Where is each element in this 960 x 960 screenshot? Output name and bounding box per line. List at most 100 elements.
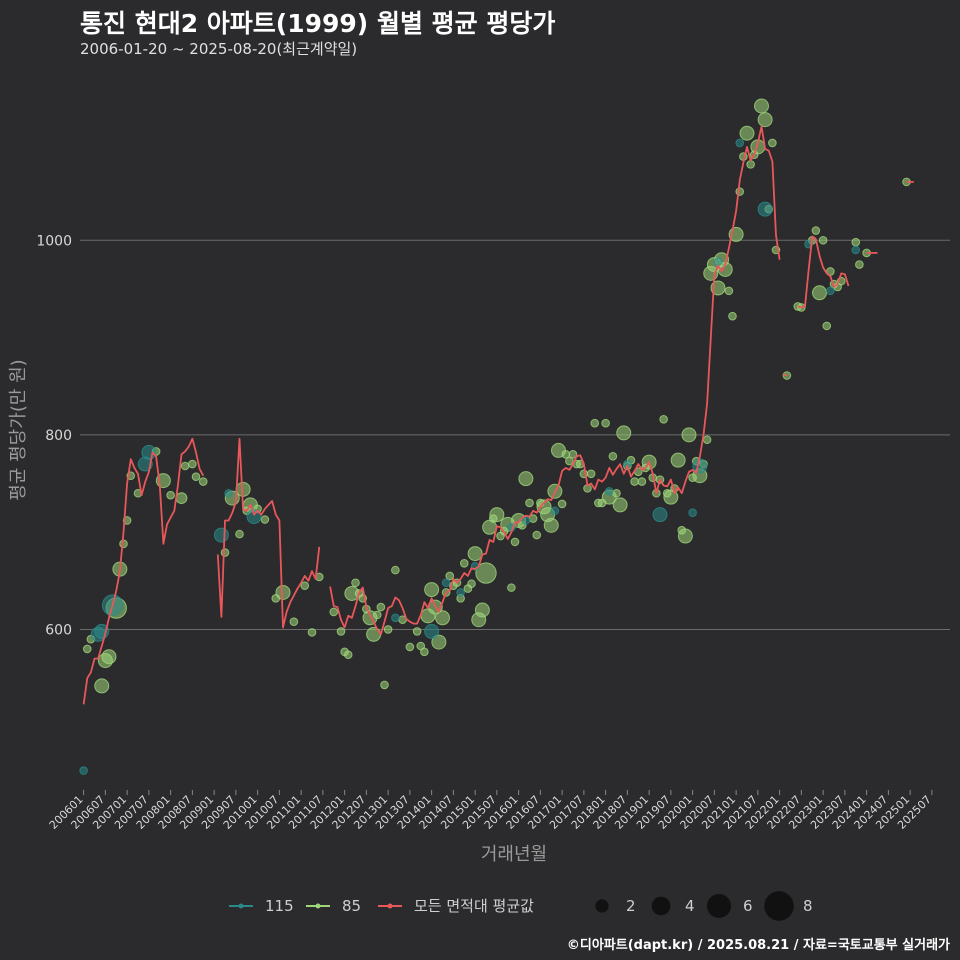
point-85 bbox=[391, 565, 400, 575]
point-115 bbox=[826, 286, 835, 296]
point-85 bbox=[724, 286, 734, 296]
point-115 bbox=[713, 257, 723, 266]
avg-line-segment bbox=[82, 437, 205, 705]
legend-size-label: 4 bbox=[685, 897, 695, 915]
point-85 bbox=[757, 112, 773, 128]
legend-size-dot bbox=[595, 899, 609, 913]
y-tick-label: 600 bbox=[45, 622, 72, 638]
point-85 bbox=[376, 602, 386, 612]
point-85 bbox=[612, 497, 628, 513]
scatter-points bbox=[79, 98, 911, 775]
point-85 bbox=[431, 634, 447, 650]
point-85 bbox=[180, 461, 190, 471]
average-line bbox=[82, 125, 914, 705]
point-85 bbox=[435, 610, 450, 626]
point-85 bbox=[380, 680, 389, 690]
point-115 bbox=[735, 138, 745, 148]
point-85 bbox=[728, 311, 737, 321]
point-115 bbox=[456, 588, 465, 597]
legend-size-dot bbox=[706, 893, 732, 919]
point-85 bbox=[300, 581, 310, 590]
legend-label-avg: 모든 면적대 평균값 bbox=[414, 897, 534, 915]
point-85 bbox=[616, 425, 632, 441]
point-85 bbox=[412, 627, 422, 636]
point-85 bbox=[739, 125, 755, 141]
point-85 bbox=[612, 488, 621, 498]
legend-label-115: 115 bbox=[265, 897, 294, 915]
point-115 bbox=[79, 766, 88, 775]
point-85 bbox=[489, 507, 505, 523]
avg-line-segment bbox=[783, 373, 788, 377]
point-85 bbox=[659, 414, 668, 424]
point-85 bbox=[768, 138, 777, 148]
point-85 bbox=[681, 427, 697, 443]
point-85 bbox=[459, 558, 469, 568]
point-85 bbox=[565, 456, 574, 466]
point-115 bbox=[441, 578, 451, 588]
point-85 bbox=[420, 647, 429, 657]
point-85 bbox=[191, 472, 201, 482]
point-85 bbox=[275, 584, 291, 600]
point-85 bbox=[532, 530, 542, 540]
point-85 bbox=[383, 625, 393, 634]
point-115 bbox=[851, 245, 861, 255]
point-85 bbox=[94, 678, 110, 694]
chart-legend: 115 85 모든 면적대 평균값 2 4 6 8 bbox=[229, 891, 813, 921]
point-85 bbox=[702, 435, 712, 445]
point-85 bbox=[670, 452, 686, 468]
point-85 bbox=[630, 477, 639, 486]
legend-dot-avg bbox=[387, 903, 393, 909]
point-85 bbox=[467, 579, 476, 589]
point-85 bbox=[543, 517, 559, 533]
point-85 bbox=[220, 548, 230, 557]
point-85 bbox=[372, 610, 382, 620]
point-85 bbox=[166, 490, 175, 500]
point-85 bbox=[445, 571, 455, 581]
legend-dot-115 bbox=[238, 903, 244, 909]
point-115 bbox=[424, 623, 440, 639]
point-85 bbox=[525, 498, 534, 508]
point-85 bbox=[822, 321, 832, 331]
point-85 bbox=[351, 578, 360, 588]
point-115 bbox=[141, 444, 157, 460]
point-115 bbox=[521, 516, 531, 525]
point-85 bbox=[474, 602, 490, 618]
chart-title: 통진 현대2 아파트(1999) 월별 평균 평당가 bbox=[80, 9, 556, 38]
point-115 bbox=[550, 506, 560, 516]
point-85 bbox=[510, 537, 520, 547]
grid-lines bbox=[80, 239, 950, 630]
y-axis-ticks: 600 800 1000 bbox=[36, 233, 72, 638]
legend-size-label: 6 bbox=[743, 897, 753, 915]
point-115 bbox=[213, 527, 229, 543]
point-85 bbox=[101, 649, 117, 665]
point-115 bbox=[757, 201, 773, 217]
source-caption: ©디아파트(dapt.kr) / 2025.08.21 / 자료=국토교통부 실… bbox=[566, 938, 950, 953]
point-85 bbox=[343, 650, 353, 660]
avg-line-segment bbox=[329, 125, 781, 636]
point-115 bbox=[652, 507, 668, 523]
point-85 bbox=[746, 160, 755, 169]
legend-size-dot bbox=[764, 891, 794, 921]
point-85 bbox=[405, 642, 415, 652]
point-85 bbox=[812, 285, 827, 301]
point-85 bbox=[188, 459, 197, 469]
legend-size-label: 8 bbox=[803, 897, 813, 915]
point-85 bbox=[586, 469, 596, 479]
point-115 bbox=[391, 613, 400, 623]
avg-line-segment bbox=[216, 437, 321, 629]
point-85 bbox=[557, 499, 567, 509]
avg-line-segment bbox=[797, 235, 850, 309]
point-85 bbox=[677, 528, 693, 544]
legend-dot-85 bbox=[315, 903, 321, 909]
point-85 bbox=[289, 617, 299, 626]
point-85 bbox=[366, 626, 382, 642]
point-85 bbox=[518, 471, 534, 487]
point-85 bbox=[424, 582, 440, 598]
x-axis-ticks: 2006012006072007012007072008012008072009… bbox=[47, 790, 934, 832]
point-85 bbox=[307, 628, 317, 637]
y-tick-label: 1000 bbox=[36, 233, 72, 249]
point-85 bbox=[82, 644, 92, 654]
point-85 bbox=[198, 477, 208, 486]
legend-size-dot bbox=[651, 896, 671, 916]
point-85 bbox=[467, 546, 483, 562]
